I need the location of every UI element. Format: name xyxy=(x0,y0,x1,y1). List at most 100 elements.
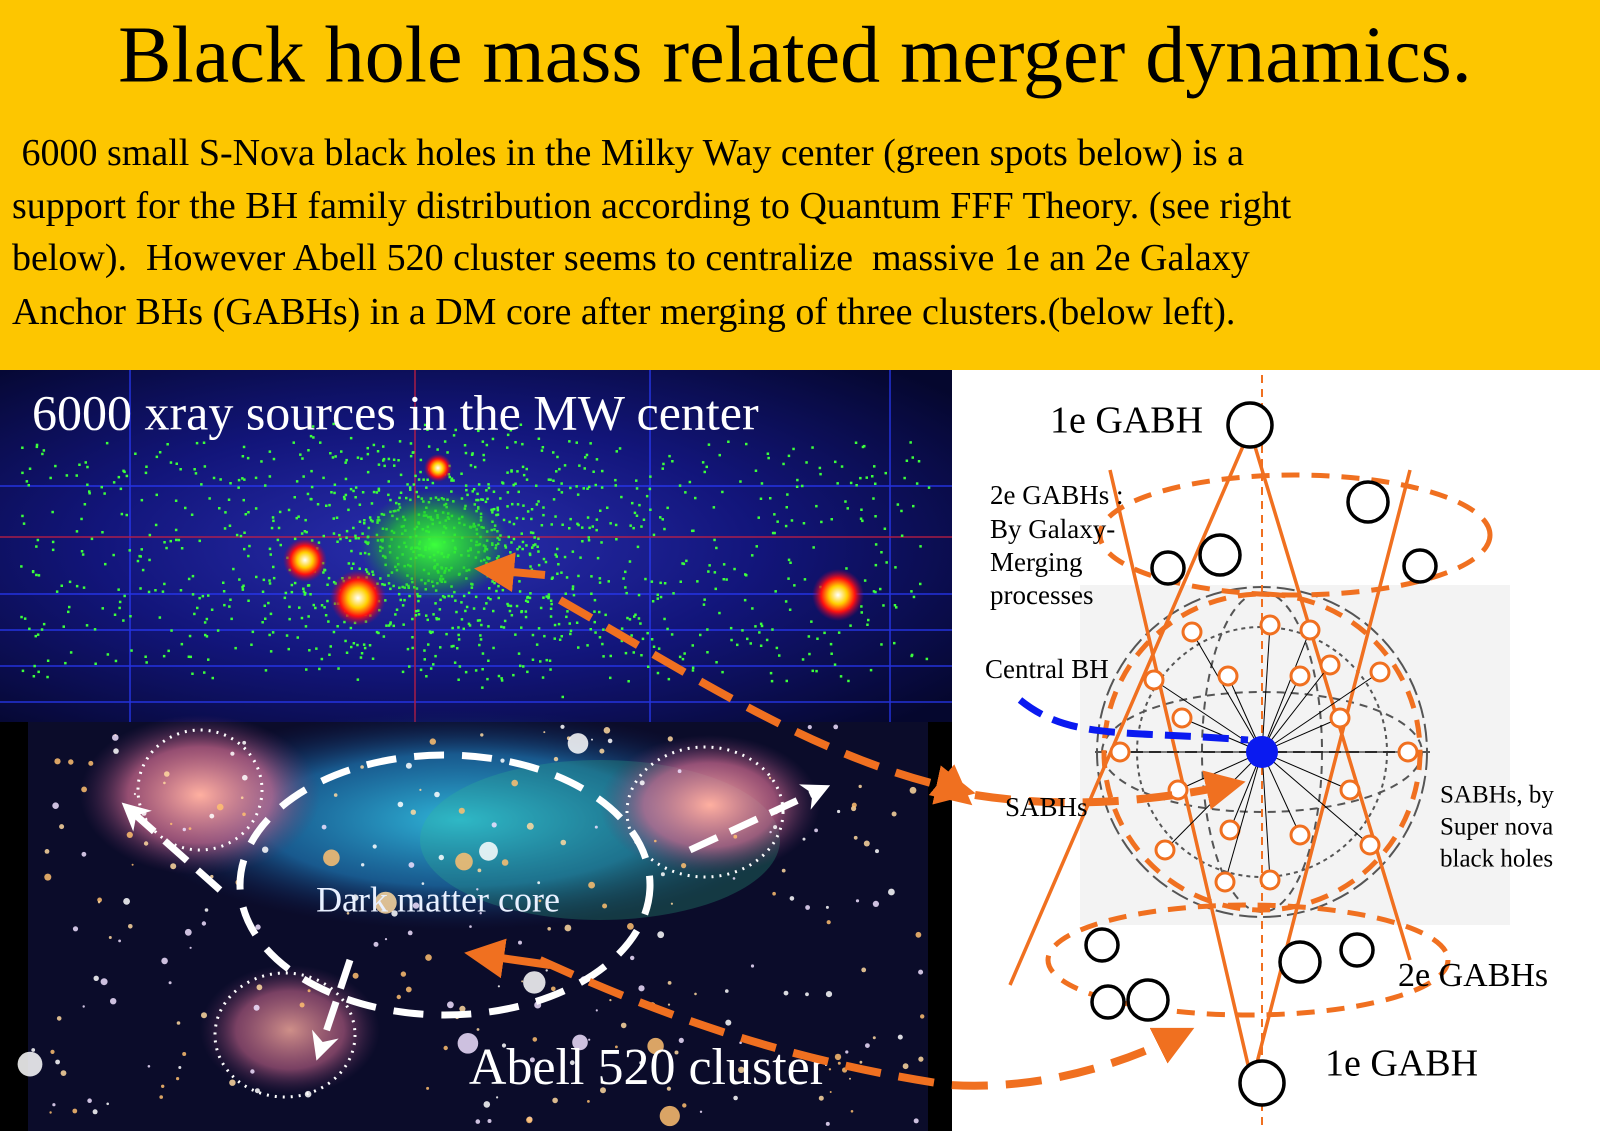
xray-dot xyxy=(354,486,358,489)
central-pointer xyxy=(1017,697,1249,744)
xray-dot xyxy=(470,453,474,456)
xray-dot xyxy=(863,444,866,448)
xray-dot xyxy=(590,575,593,578)
xray-dot xyxy=(308,649,311,652)
star xyxy=(818,1095,824,1101)
xray-dot xyxy=(496,508,500,512)
xray-dot xyxy=(411,646,414,650)
hot-source xyxy=(424,454,452,482)
xray-dot xyxy=(542,596,545,599)
xray-dot xyxy=(516,554,520,557)
xray-dot xyxy=(36,633,40,636)
xray-dot xyxy=(541,446,545,449)
xray-dot xyxy=(885,561,888,564)
xray-dot xyxy=(377,631,380,635)
xray-dot xyxy=(555,470,558,473)
star xyxy=(591,738,593,741)
xray-dot xyxy=(823,631,826,635)
xray-dot xyxy=(254,476,258,480)
xray-dot xyxy=(345,529,349,533)
xray-dot xyxy=(604,613,607,617)
xray-dot xyxy=(399,598,402,602)
xray-dot xyxy=(571,587,575,591)
xray-dot xyxy=(801,658,805,661)
xray-dot xyxy=(309,593,312,596)
xray-dot xyxy=(672,592,675,595)
xray-dot xyxy=(569,629,573,633)
star xyxy=(805,992,809,997)
xray-dot xyxy=(787,454,791,458)
xray-dot xyxy=(525,544,528,547)
xray-dot xyxy=(191,574,195,578)
xray-dot xyxy=(855,484,858,487)
xray-dot xyxy=(549,615,553,618)
xray-dot xyxy=(671,460,674,463)
star xyxy=(501,859,509,866)
xray-dot xyxy=(317,541,321,544)
xray-dot xyxy=(162,654,166,658)
xray-dot xyxy=(919,582,922,586)
xray-dot xyxy=(368,644,372,647)
xray-dot xyxy=(718,611,721,615)
star xyxy=(323,849,340,867)
xray-dot xyxy=(163,582,166,586)
xray-dot xyxy=(130,649,133,652)
star xyxy=(360,765,364,769)
xray-dot xyxy=(193,468,196,471)
xray-dot xyxy=(565,615,568,619)
xray-dot xyxy=(414,614,418,617)
xray-dot xyxy=(784,600,788,603)
gabh xyxy=(1226,401,1274,449)
xray-dot xyxy=(575,485,578,488)
xray-dot xyxy=(180,642,184,646)
xray-dot xyxy=(874,515,877,518)
core-label: Dark matter core xyxy=(316,879,560,919)
xray-dot xyxy=(500,679,504,682)
xray-dot xyxy=(785,679,788,683)
xray-dot xyxy=(912,504,915,508)
note-line: SABHs, by xyxy=(1440,782,1554,809)
xray-dot xyxy=(366,446,369,450)
star xyxy=(667,1003,671,1006)
xray-dot xyxy=(663,617,666,621)
xray-dot xyxy=(511,502,514,506)
xray-dot xyxy=(903,476,906,480)
xray-dot xyxy=(581,540,584,543)
xray-dot xyxy=(210,608,214,611)
star xyxy=(476,888,479,891)
star xyxy=(72,1108,78,1114)
star xyxy=(666,1086,672,1091)
xray-dot xyxy=(598,636,602,639)
xray-dot xyxy=(247,511,250,514)
xray-dot xyxy=(629,524,632,527)
xray-dot xyxy=(377,487,381,491)
xray-dot xyxy=(191,593,195,596)
xray-dot xyxy=(345,651,349,654)
xray-dot xyxy=(243,547,246,551)
xray-dot xyxy=(529,531,533,534)
star xyxy=(81,786,87,793)
sabh xyxy=(1259,869,1281,891)
xray-dot xyxy=(880,551,883,554)
xray-dot xyxy=(382,406,385,410)
xray-dot xyxy=(68,580,72,584)
star xyxy=(567,733,589,754)
xray-dot xyxy=(595,528,598,532)
note-line: Merging xyxy=(990,547,1083,577)
xray-dot xyxy=(399,491,403,494)
xray-dot xyxy=(530,568,534,571)
star xyxy=(587,1100,590,1103)
xray-dot xyxy=(457,678,460,681)
star xyxy=(564,924,572,932)
xray-dot xyxy=(917,460,921,463)
xray-dot xyxy=(154,589,157,592)
xray-dot xyxy=(248,544,251,548)
star xyxy=(87,1098,92,1103)
xray-dot xyxy=(859,476,862,480)
xray-dot xyxy=(474,465,477,469)
xray-dot xyxy=(879,587,882,591)
star xyxy=(161,957,168,965)
xray-dot xyxy=(517,652,521,655)
zones xyxy=(1045,472,1493,1018)
hot-source xyxy=(812,569,864,621)
